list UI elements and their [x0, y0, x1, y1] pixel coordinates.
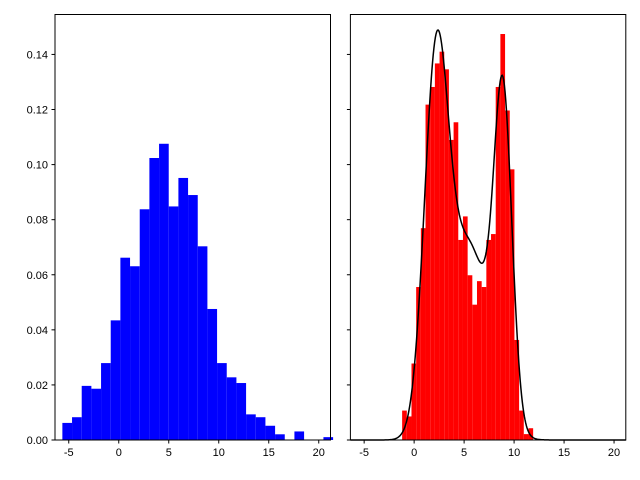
svg-text:0.12: 0.12	[27, 105, 48, 117]
svg-text:0: 0	[116, 447, 122, 459]
svg-text:0.00: 0.00	[27, 435, 48, 447]
svg-text:20: 20	[313, 447, 325, 459]
svg-text:0.10: 0.10	[27, 160, 48, 172]
svg-text:0.06: 0.06	[27, 270, 48, 282]
svg-text:20: 20	[608, 447, 620, 459]
svg-text:0.02: 0.02	[27, 380, 48, 392]
svg-text:0.14: 0.14	[27, 49, 48, 61]
svg-text:0.08: 0.08	[27, 215, 48, 227]
svg-text:10: 10	[508, 447, 520, 459]
svg-text:15: 15	[263, 447, 275, 459]
svg-text:0.04: 0.04	[27, 325, 48, 337]
svg-text:10: 10	[213, 447, 225, 459]
svg-text:5: 5	[166, 447, 172, 459]
svg-text:5: 5	[461, 447, 467, 459]
svg-text:-5: -5	[359, 447, 369, 459]
svg-text:0: 0	[411, 447, 417, 459]
svg-text:-5: -5	[64, 447, 74, 459]
svg-text:15: 15	[558, 447, 570, 459]
